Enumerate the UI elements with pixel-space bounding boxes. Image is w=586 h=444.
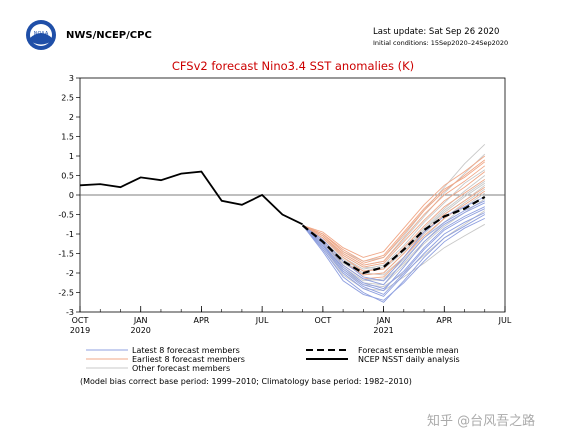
watermark: 知乎 @台风吾之路 [427, 414, 536, 429]
y-tick-label: 0 [69, 191, 74, 200]
member-line-latest [302, 212, 485, 297]
x-tick-label: APR [193, 316, 209, 325]
legend-label: Other forecast members [132, 364, 231, 373]
legend-item-analysis: NCEP NSST daily analysis [306, 354, 506, 365]
organization-label: NWS/NCEP/CPC [66, 30, 152, 41]
member-line-latest [302, 206, 485, 290]
y-tick-label: 2.5 [61, 94, 74, 103]
legend-item-mean: Forecast ensemble mean [306, 345, 506, 356]
member-line-latest [302, 200, 485, 286]
x-tick-year-label: 2021 [373, 326, 393, 335]
x-tick-label: OCT [314, 316, 331, 325]
analysis-line [79, 170, 303, 226]
noaa-logo-text: NOAA [34, 31, 49, 37]
member-line-earliest [302, 171, 486, 268]
chart-title: CFSv2 forecast Nino3.4 SST anomalies (K) [171, 59, 415, 73]
footnote: (Model bias correct base period: 1999–20… [80, 377, 412, 386]
y-tick-label: 1.5 [61, 133, 74, 142]
y-tick-label: 2 [69, 113, 74, 122]
ensemble-mean-line [301, 195, 486, 275]
x-tick-label: JUL [255, 316, 269, 325]
x-tick-year-label: 2019 [70, 326, 90, 335]
member-line-latest [302, 217, 485, 301]
legend-item-earliest: Earliest 8 forecast members [86, 354, 286, 365]
y-tick-label: -1 [66, 230, 74, 239]
y-tick-label: 0.5 [61, 172, 74, 181]
x-tick-label: OCT [72, 316, 89, 325]
legend-label: Forecast ensemble mean [358, 346, 459, 355]
legend-label: Earliest 8 forecast members [132, 355, 245, 364]
x-tick-year-label: 2020 [131, 326, 151, 335]
y-tick-label: -2.5 [58, 289, 74, 298]
member-line-other [302, 198, 486, 286]
member-line-earliest [302, 161, 486, 262]
x-tick-label: JUL [498, 316, 512, 325]
y-tick-label: 1 [69, 152, 74, 161]
member-line-earliest [302, 155, 486, 258]
y-tick-label: -0.5 [58, 211, 74, 220]
last-update-label: Last update: Sat Sep 26 2020 [373, 27, 500, 37]
x-tick-label: APR [436, 316, 452, 325]
y-tick-label: 3 [69, 74, 74, 83]
legend-item-other: Other forecast members [86, 363, 286, 374]
legend-item-latest: Latest 8 forecast members [86, 345, 286, 356]
legend-label: NCEP NSST daily analysis [358, 355, 460, 364]
member-line-latest [302, 208, 485, 295]
x-tick-label: JAN [133, 316, 148, 325]
y-tick-label: -3 [66, 308, 74, 317]
legend-label: Latest 8 forecast members [132, 346, 240, 355]
member-line-other [302, 182, 486, 270]
initial-conditions-label: Initial conditions: 15Sep2020–24Sep2020 [373, 39, 509, 47]
noaa-logo: NOAA [26, 20, 56, 50]
x-tick-label: JAN [376, 316, 391, 325]
y-tick-label: -2 [66, 269, 74, 278]
y-tick-label: -1.5 [58, 250, 74, 259]
member-line-other [302, 192, 486, 282]
member-line-earliest [302, 165, 486, 266]
